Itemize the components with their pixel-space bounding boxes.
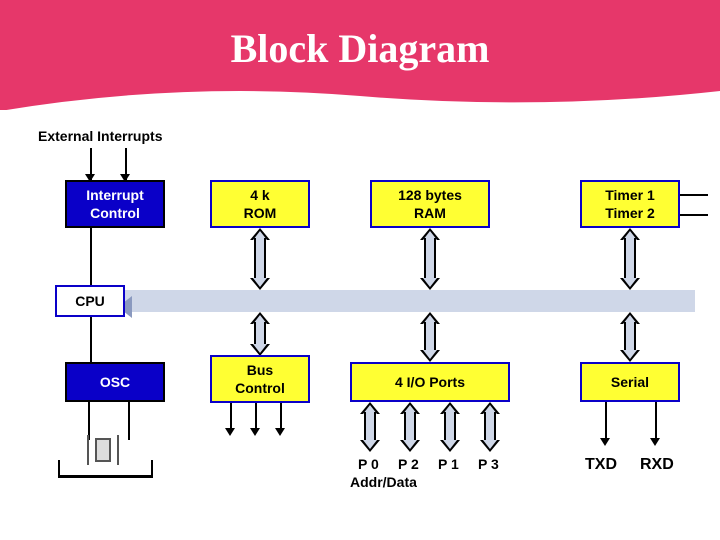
system-bus [125, 290, 695, 312]
p2-arrow [400, 402, 420, 452]
bus-buscontrol-arrow [250, 312, 270, 356]
header-curve [0, 81, 720, 111]
buscontrol-out-3 [280, 403, 282, 431]
io-ports-text: 4 I/O Ports [395, 373, 465, 391]
txd-line [605, 402, 607, 442]
serial-text: Serial [611, 373, 649, 391]
rom-block: 4 k ROM [210, 180, 310, 228]
ram-text: 128 bytes RAM [398, 186, 462, 222]
p0-arrow [360, 402, 380, 452]
osc-ground-l [58, 460, 60, 475]
buscontrol-out-1-head [225, 428, 235, 436]
txd-head [600, 438, 610, 446]
bus-timer-arrow [620, 228, 640, 290]
timer-text: Timer 1 Timer 2 [605, 186, 655, 222]
bus-rom-arrow [250, 228, 270, 290]
external-interrupts-label: External Interrupts [38, 128, 162, 144]
timer-line-1 [680, 194, 708, 196]
header-banner: Block Diagram [0, 0, 720, 110]
rom-text: 4 k ROM [244, 186, 277, 222]
rxd-line [655, 402, 657, 442]
p3-arrow [480, 402, 500, 452]
bus-serial-arrow [620, 312, 640, 362]
p2-label: P 2 [398, 456, 419, 472]
bus-control-block: Bus Control [210, 355, 310, 403]
serial-block: Serial [580, 362, 680, 402]
timer-block: Timer 1 Timer 2 [580, 180, 680, 228]
p3-label: P 3 [478, 456, 499, 472]
p1-label: P 1 [438, 456, 459, 472]
rxd-head [650, 438, 660, 446]
interrupt-control-text: Interrupt Control [86, 186, 144, 222]
osc-block: OSC [65, 362, 165, 402]
cpu-to-osc-line [90, 317, 92, 362]
buscontrol-out-2 [255, 403, 257, 431]
buscontrol-out-3-head [275, 428, 285, 436]
osc-ground-r [151, 460, 153, 475]
osc-ground-bar [58, 475, 153, 478]
interrupt-control-block: Interrupt Control [65, 180, 165, 228]
osc-text: OSC [100, 373, 130, 391]
io-ports-block: 4 I/O Ports [350, 362, 510, 402]
bus-ram-arrow [420, 228, 440, 290]
bus-control-text: Bus Control [235, 361, 285, 397]
ram-block: 128 bytes RAM [370, 180, 490, 228]
page-title: Block Diagram [0, 0, 720, 72]
rxd-label: RXD [640, 456, 674, 474]
cpu-text: CPU [75, 292, 105, 310]
p0-label: P 0 [358, 456, 379, 472]
bus-ioports-arrow [420, 312, 440, 362]
txd-label: TXD [585, 456, 617, 474]
cpu-block: CPU [55, 285, 125, 317]
buscontrol-out-2-head [250, 428, 260, 436]
p1-arrow [440, 402, 460, 452]
interrupt-to-cpu-line [90, 228, 92, 285]
osc-lead-right [128, 402, 130, 440]
buscontrol-out-1 [230, 403, 232, 431]
addr-data-label: Addr/Data [350, 474, 417, 490]
timer-line-2 [680, 214, 708, 216]
